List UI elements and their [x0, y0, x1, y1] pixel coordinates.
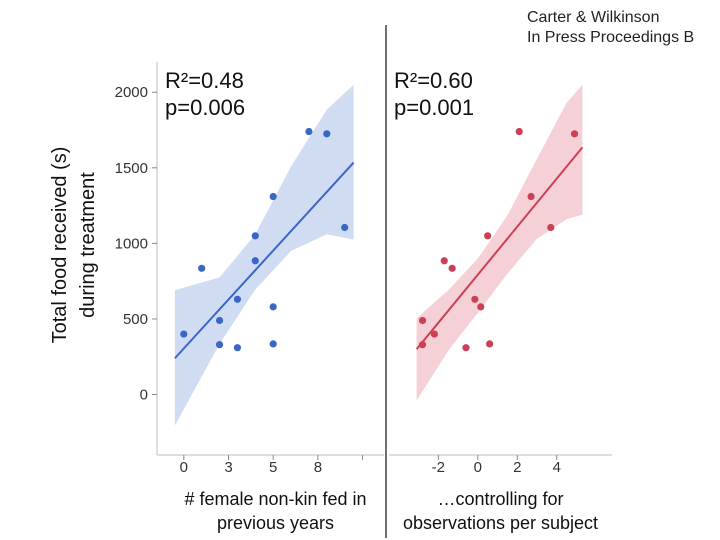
x-tick-label: 0	[180, 459, 188, 476]
data-point	[486, 340, 494, 348]
data-point	[251, 232, 259, 240]
p-value-annotation: p=0.001	[394, 95, 474, 120]
y-tick-label: 0	[140, 387, 148, 404]
data-point	[448, 264, 456, 272]
x-tick-label: 0	[474, 459, 482, 476]
confidence-band	[416, 84, 583, 401]
y-axis-label-line2: during treatment	[77, 172, 99, 318]
panel-2: -2 0 2 4 …controlling for observations per su…	[389, 68, 612, 533]
data-point	[527, 192, 535, 201]
r-squared-annotation: R²=0.48	[165, 68, 244, 93]
x-tick-label: 2	[513, 459, 521, 476]
x-axis-label-line2: previous years	[217, 513, 334, 533]
data-point	[251, 257, 259, 265]
data-point	[440, 257, 448, 265]
x-tick-label: 3	[224, 459, 232, 476]
data-point	[233, 344, 242, 352]
x-axis-label: # female non-kin fed in	[184, 489, 366, 509]
data-point	[323, 130, 331, 138]
data-point	[430, 330, 438, 338]
data-point	[233, 295, 242, 303]
x-tick-label: 8	[314, 459, 322, 476]
y-tick-label: 1500	[115, 160, 148, 177]
data-point	[515, 127, 523, 136]
data-point	[570, 130, 579, 138]
data-point	[547, 223, 555, 232]
y-tick-label: 2000	[115, 84, 148, 101]
data-point	[462, 344, 470, 352]
y-axis-label: Total food received (s)	[49, 147, 71, 344]
panel-1: 0 3 5 8 # female non-kin fed in previous year…	[157, 68, 384, 533]
data-point	[418, 341, 427, 349]
data-point	[471, 295, 479, 303]
x-axis-label-line2: observations per subject	[403, 513, 598, 533]
data-point	[305, 127, 313, 136]
x-axis-label: …controlling for	[437, 489, 563, 509]
data-point	[269, 192, 277, 201]
credit-line-2: In Press Proceedings B	[527, 29, 695, 46]
r-squared-annotation: R²=0.60	[394, 68, 473, 93]
data-point	[477, 303, 485, 311]
data-point	[418, 316, 427, 325]
x-tick-label: 4	[553, 459, 561, 476]
regression-line	[174, 161, 355, 359]
data-point	[484, 232, 492, 240]
data-point	[341, 223, 349, 232]
data-point	[180, 330, 188, 338]
confidence-band	[174, 84, 354, 426]
data-point	[198, 264, 206, 272]
data-point	[215, 341, 224, 349]
y-tick-label: 500	[123, 311, 148, 328]
y-tick-label: 1000	[115, 235, 148, 252]
x-tick-label: 5	[269, 459, 277, 476]
data-point	[215, 316, 224, 325]
regression-line	[415, 146, 584, 350]
x-tick-label: -2	[432, 459, 445, 476]
p-value-annotation: p=0.006	[165, 95, 245, 120]
data-point	[269, 340, 277, 348]
data-point	[269, 303, 277, 311]
credit-line-1: Carter & Wilkinson	[527, 9, 660, 26]
